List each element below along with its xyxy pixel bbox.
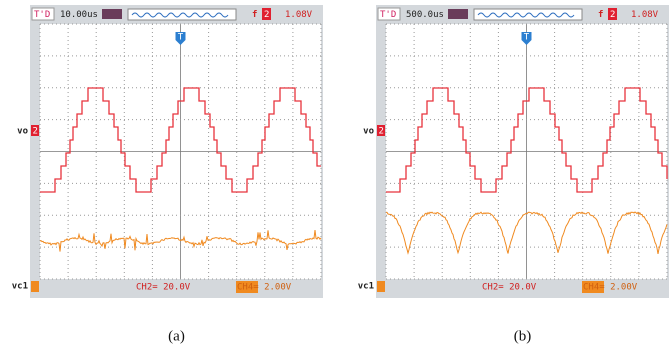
vo-channel: 2 xyxy=(33,127,38,137)
trigger-mode: T'D xyxy=(34,10,50,20)
caption: (a) xyxy=(168,328,185,344)
trigger-channel: 2 xyxy=(264,10,269,20)
trigger-level: 1.08V xyxy=(631,10,659,20)
memory-icon xyxy=(448,9,468,19)
vc1-marker xyxy=(377,281,385,292)
trigger-level: 1.08V xyxy=(285,10,313,20)
trigger-edge: f xyxy=(598,10,603,20)
trigger-edge: f xyxy=(252,10,257,20)
page: T'D10.00usf21.08VTvo2vc1CH2= 20.0VCH4= 2… xyxy=(0,0,671,353)
vo-label: vo xyxy=(17,127,28,137)
caption: (b) xyxy=(514,328,532,344)
memory-icon xyxy=(102,9,122,19)
trigger-channel: 2 xyxy=(610,10,615,20)
timebase: 10.00us xyxy=(60,10,98,20)
vo-label: vo xyxy=(363,127,374,137)
timebase: 500.0us xyxy=(406,10,444,20)
trigger-marker: T xyxy=(178,33,184,43)
vo-channel: 2 xyxy=(379,127,384,137)
trigger-marker: T xyxy=(524,33,530,43)
vc1-label: vc1 xyxy=(12,282,28,292)
ch4-scale: CH4= 2.00V xyxy=(237,283,292,293)
vc1-marker xyxy=(31,281,39,292)
vc1-label: vc1 xyxy=(358,282,374,292)
figure: T'D10.00usf21.08VTvo2vc1CH2= 20.0VCH4= 2… xyxy=(0,0,671,353)
ch2-scale: CH2= 20.0V xyxy=(136,283,191,293)
ch2-scale: CH2= 20.0V xyxy=(482,283,537,293)
ch4-scale: CH4= 2.00V xyxy=(583,283,638,293)
trigger-mode: T'D xyxy=(380,10,396,20)
